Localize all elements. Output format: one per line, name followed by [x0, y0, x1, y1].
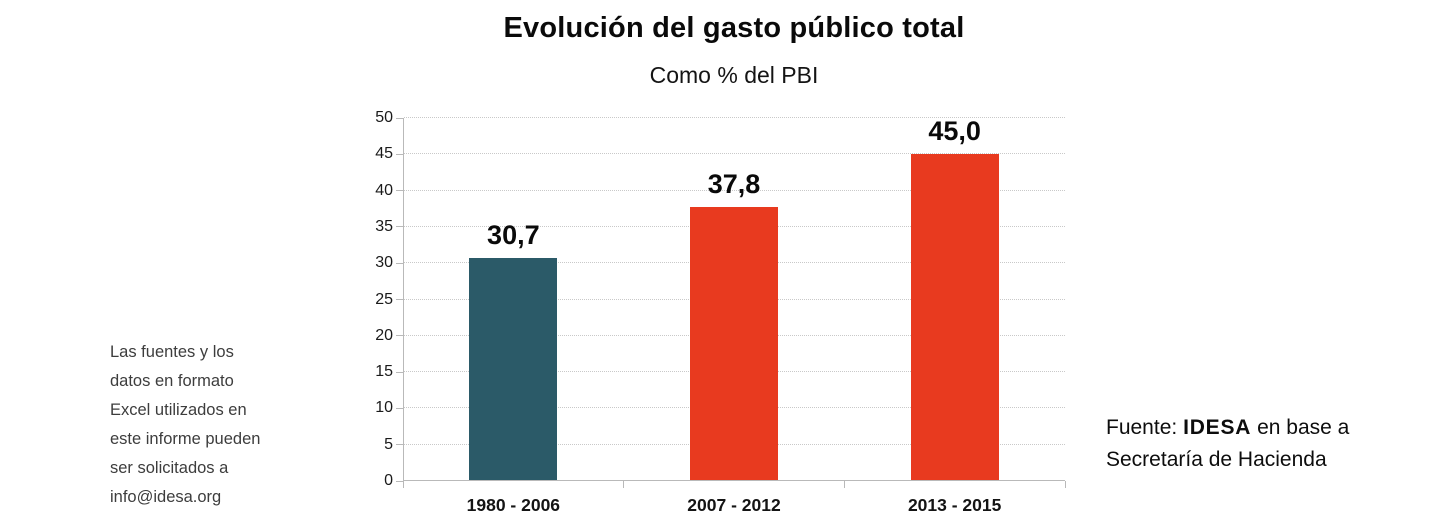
- bar-1980-2006: [469, 258, 558, 480]
- y-axis-tick: [396, 335, 403, 337]
- y-axis-tick-label: 25: [375, 290, 393, 308]
- bar-value-label: 37,8: [707, 168, 761, 199]
- gridline: [404, 117, 1065, 118]
- y-axis-tick: [396, 371, 403, 373]
- x-axis-line: [403, 480, 1065, 481]
- gridline: [404, 189, 1065, 191]
- source-prefix: Fuente:: [1106, 416, 1184, 439]
- y-axis-tick: [396, 444, 403, 446]
- y-axis-tick: [396, 226, 403, 228]
- y-axis-tick: [396, 480, 403, 482]
- x-axis-tick: [1064, 481, 1066, 488]
- bar-group: 37,8: [624, 118, 845, 481]
- x-axis-category-label: 2013 - 2015: [907, 495, 1002, 515]
- bar-value-label: 45,0: [928, 116, 981, 147]
- y-axis-tick: [396, 190, 403, 192]
- y-axis-tick-label: 40: [375, 181, 393, 199]
- x-axis-category-label: 1980 - 2006: [466, 495, 561, 515]
- source-note: Fuente: IDESA en base a Secretaría de Ha…: [1106, 412, 1351, 476]
- y-axis-tick-label: 0: [384, 472, 393, 489]
- chart-title: Evolución del gasto público total: [503, 12, 965, 44]
- bar-group: 45,0: [844, 116, 1065, 481]
- y-axis-tick-label: 50: [375, 109, 393, 126]
- y-axis-tick-label: 15: [375, 363, 393, 381]
- contact-note: Las fuentes y los datos en formato Excel…: [110, 343, 261, 506]
- gridline: [404, 153, 1065, 155]
- source-org: IDESA: [1183, 416, 1252, 439]
- y-axis-line: [403, 118, 404, 481]
- bar-2013-2015: [910, 154, 999, 480]
- y-axis-tick-label: 35: [375, 217, 393, 235]
- y-axis-tick-label: 5: [384, 435, 393, 453]
- bar-group: 30,7: [403, 118, 624, 481]
- x-axis-tick: [402, 481, 404, 488]
- y-axis-tick: [396, 407, 403, 409]
- x-axis-category-label: 2007 - 2012: [687, 495, 781, 515]
- plot-area: 0 5 10 15 20 25 30 35 40 45 50 30,7 37,8 45,0: [375, 109, 1066, 489]
- y-axis-tick-label: 45: [375, 145, 393, 163]
- chart-subtitle: Como % del PBI: [649, 62, 819, 88]
- x-axis-tick: [843, 481, 845, 488]
- y-axis-tick: [396, 117, 403, 119]
- source-suffix: en base a Secretaría de Hacienda: [1106, 416, 1350, 471]
- x-axis-tick: [623, 481, 625, 488]
- bar-value-label: 30,7: [487, 220, 540, 251]
- y-axis-tick-label: 30: [375, 254, 393, 272]
- y-axis-tick: [396, 299, 403, 300]
- y-axis-tick-label: 20: [375, 326, 393, 344]
- y-axis-tick-label: 10: [375, 399, 393, 417]
- bar-2007-2012: [689, 206, 779, 480]
- y-axis-tick: [396, 153, 403, 155]
- y-axis-tick: [396, 262, 403, 264]
